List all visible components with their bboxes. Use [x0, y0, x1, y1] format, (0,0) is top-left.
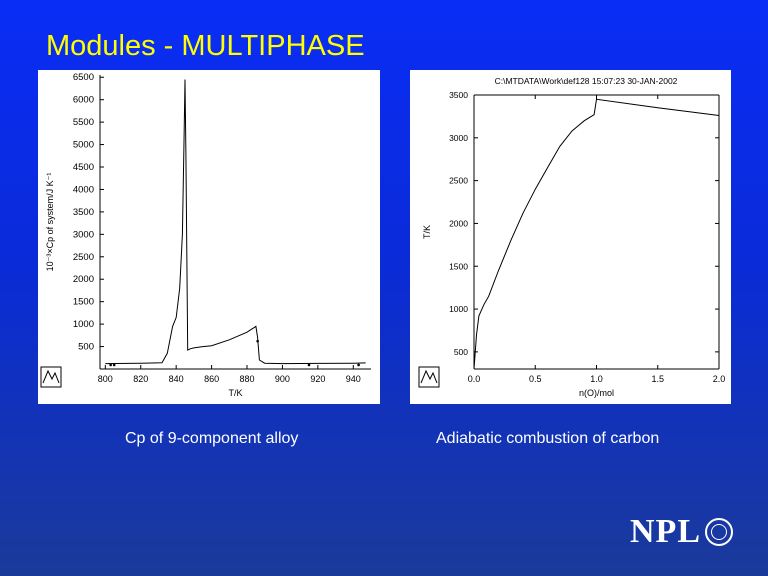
x-tick-label: 1.5 [651, 374, 664, 384]
y-axis-label: 10⁻³×Cp of system/J K⁻¹ [45, 173, 55, 272]
caption-right: Adiabatic combustion of carbon [436, 430, 660, 447]
series-line [105, 79, 366, 365]
cp-chart: 800 820 840 860 880 900 920 940 500 1000 1500 2000 2… [40, 72, 371, 398]
y-tick-label: 3000 [73, 229, 94, 240]
x-tick-label: 800 [98, 374, 113, 384]
y-tick-label: 6500 [73, 72, 94, 83]
x-tick-label: 880 [239, 374, 254, 384]
slide-title: Modules - MULTIPHASE [46, 30, 365, 62]
y-tick-label: 2500 [449, 176, 468, 186]
data-marker [256, 339, 259, 343]
y-tick-label: 500 [454, 347, 468, 357]
x-axis-label: T/K [228, 388, 242, 398]
combustion-chart-panel: 0.0 0.5 1.0 1.5 2.0 500 1000 1500 2000 2500 3000 35… [410, 70, 731, 404]
x-axis-label: n(O)/mol [579, 388, 614, 398]
npl-logo-text: NPL [630, 513, 701, 550]
x-tick-label: 900 [275, 374, 290, 384]
data-marker [112, 363, 116, 367]
x-tick-label: 820 [133, 374, 148, 384]
combustion-chart: 0.0 0.5 1.0 1.5 2.0 500 1000 1500 2000 2500 3000 35… [418, 76, 726, 398]
y-tick-label: 5000 [73, 140, 94, 151]
y-tick-label: 2000 [73, 274, 94, 285]
data-marker [307, 363, 311, 367]
mtdata-logo-icon [418, 366, 440, 388]
chart-title: C:\MTDATA\Work\def128 15:07:23 30-JAN-20… [495, 76, 678, 86]
y-tick-label: 4000 [73, 184, 94, 195]
x-tick-label: 860 [204, 374, 219, 384]
x-tick-label: 2.0 [713, 374, 726, 384]
circular-seal-icon [705, 518, 733, 546]
data-marker [357, 363, 360, 367]
y-tick-label: 2000 [449, 218, 468, 228]
y-tick-label: 1000 [73, 319, 94, 330]
series-line [473, 98, 720, 370]
y-tick-label: 6000 [73, 95, 94, 106]
npl-logo: NPL [630, 515, 733, 549]
x-tick-label: 1.0 [590, 374, 603, 384]
y-tick-label: 500 [78, 342, 94, 353]
x-tick-label: 920 [310, 374, 325, 384]
x-tick-label: 0.5 [529, 374, 542, 384]
data-marker [109, 363, 112, 367]
caption-left: Cp of 9-component alloy [125, 430, 299, 447]
y-tick-label: 5500 [73, 117, 94, 128]
y-axis-label: T/K [422, 225, 432, 239]
cp-chart-panel: 800 820 840 860 880 900 920 940 500 1000 1500 2000 2… [38, 70, 380, 404]
y-tick-label: 3500 [73, 207, 94, 218]
x-tick-label: 940 [346, 374, 361, 384]
y-tick-label: 3500 [449, 90, 468, 100]
y-tick-label: 3000 [449, 133, 468, 143]
y-tick-label: 1500 [449, 261, 468, 271]
y-tick-label: 2500 [73, 252, 94, 263]
x-tick-label: 840 [169, 374, 184, 384]
y-tick-label: 4500 [73, 162, 94, 173]
y-tick-label: 1000 [449, 304, 468, 314]
mtdata-logo-icon [40, 366, 62, 388]
x-tick-label: 0.0 [468, 374, 481, 384]
y-tick-label: 1500 [73, 297, 94, 308]
